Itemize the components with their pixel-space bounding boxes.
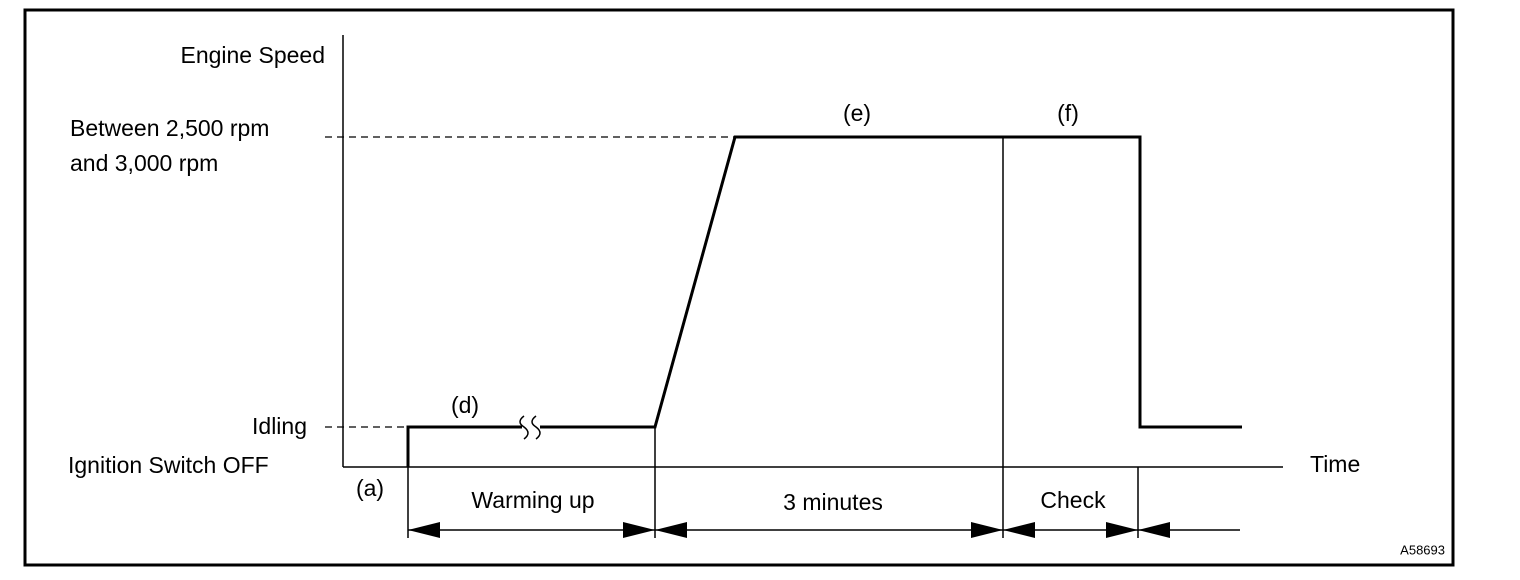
level-label: Ignition Switch OFF — [68, 452, 269, 478]
arrowheads — [408, 522, 1170, 538]
marker: (d) — [451, 392, 479, 418]
level-label: and 3,000 rpm — [70, 150, 218, 176]
interval-label: 3 minutes — [783, 489, 883, 515]
interval-label: Warming up — [471, 487, 594, 513]
arrowhead — [971, 522, 1003, 538]
arrowhead — [1003, 522, 1035, 538]
marker: (e) — [843, 100, 871, 126]
break-mark — [519, 415, 541, 440]
marker: (a) — [356, 475, 384, 501]
arrowhead — [655, 522, 687, 538]
marker: (f) — [1057, 100, 1079, 126]
arrowhead — [1106, 522, 1138, 538]
arrowhead — [1138, 522, 1170, 538]
level-label: Between 2,500 rpm — [70, 115, 269, 141]
arrowhead — [623, 522, 655, 538]
speed-trace — [406, 425, 522, 467]
y-axis-title: Engine Speed — [180, 42, 325, 68]
level-label: Idling — [252, 413, 307, 439]
figure-id: A58693 — [1400, 542, 1445, 557]
arrowhead — [408, 522, 440, 538]
speed-trace — [540, 135, 1242, 429]
x-axis-title: Time — [1310, 451, 1360, 477]
frame — [23, 8, 1455, 567]
interval-label: Check — [1040, 487, 1106, 513]
